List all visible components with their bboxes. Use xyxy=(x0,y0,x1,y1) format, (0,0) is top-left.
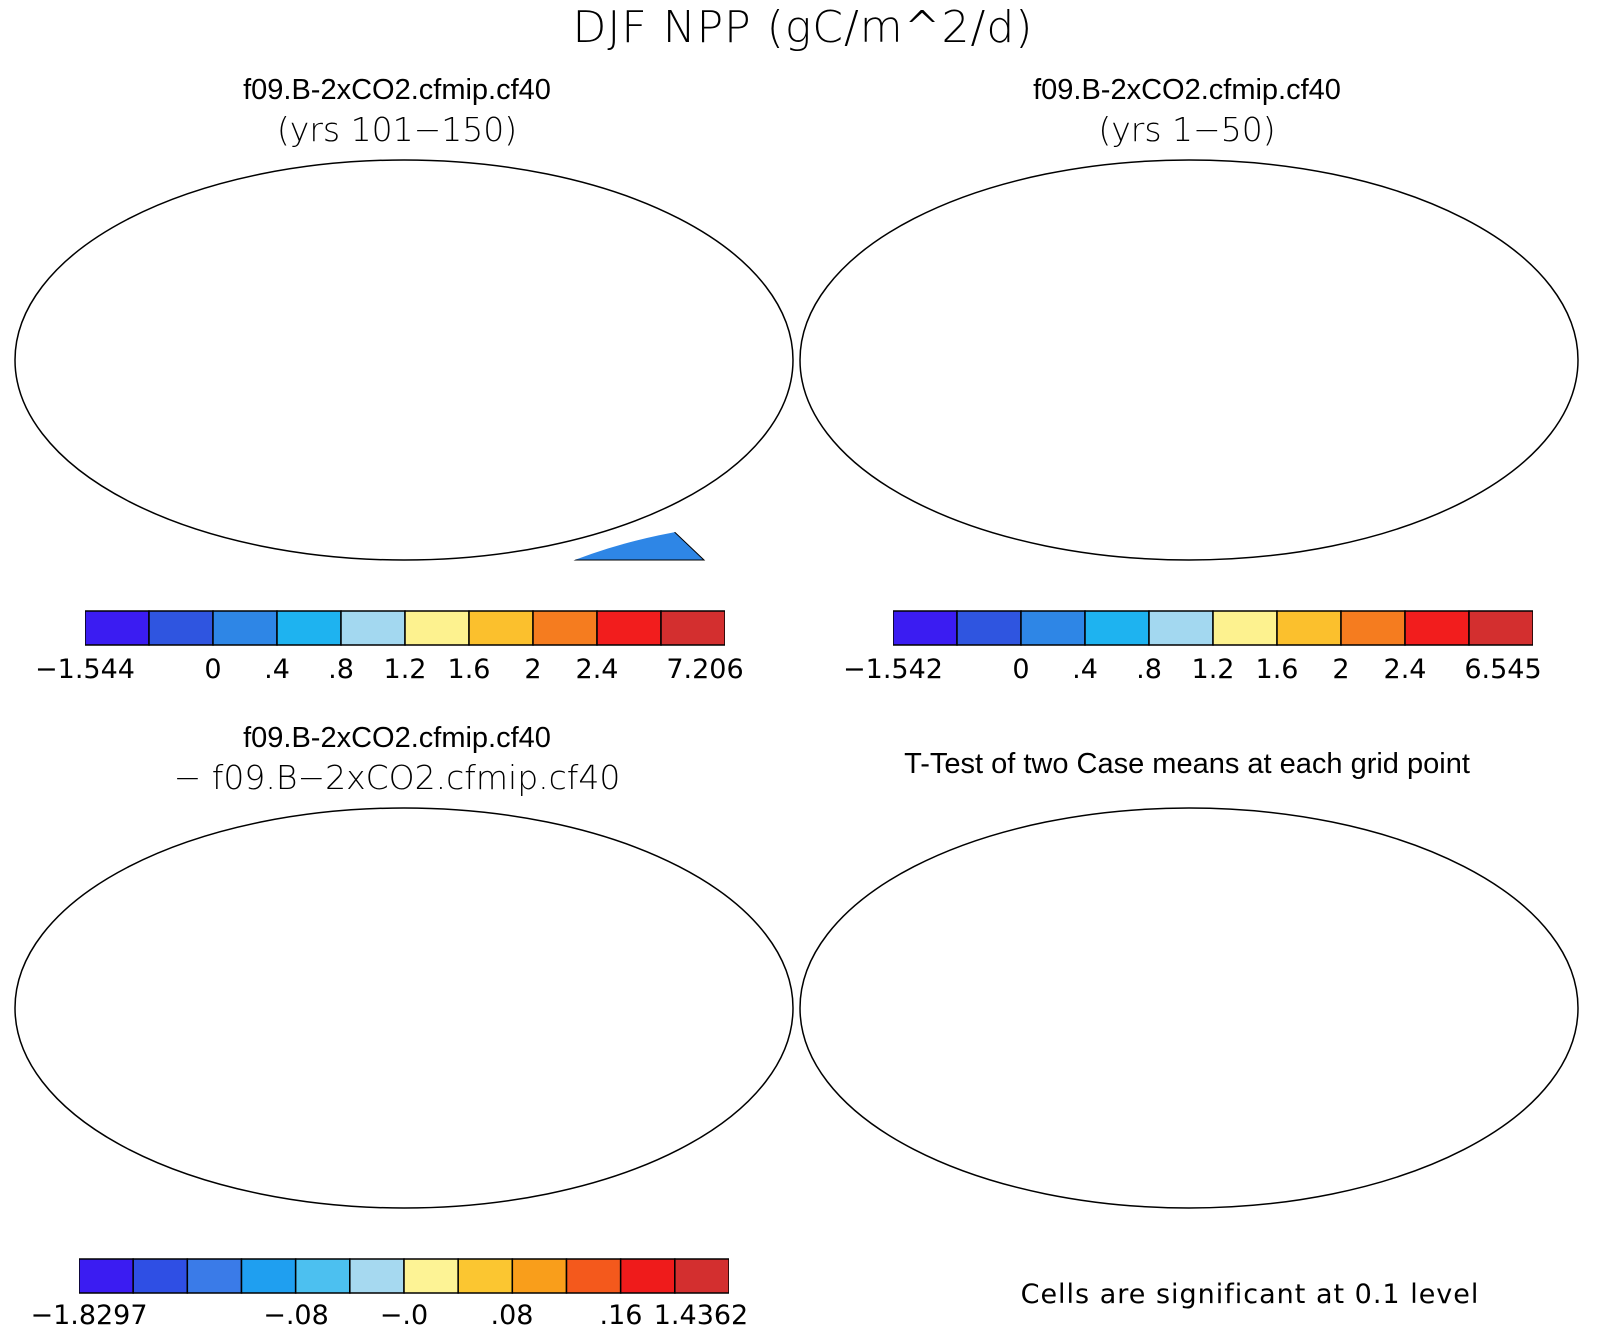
panel-3-title: f09.B-2xCO2.cfmip.cf40 xyxy=(243,722,551,754)
cb2-label: .8 xyxy=(1136,654,1162,685)
cb1-label: 1.2 xyxy=(383,654,427,685)
cb1-label: 7.206 xyxy=(666,654,744,685)
cb1-label: 1.6 xyxy=(447,654,491,685)
panel-4-title: T-Test of two Case means at each grid po… xyxy=(904,748,1470,780)
figure-title: DJF NPP (gC/m^2/d) xyxy=(572,2,1034,53)
panel-3-subtitle: − f09.B−2xCO2.cfmip.cf40 xyxy=(173,758,621,797)
colorbar-swatch xyxy=(1084,610,1150,646)
cb1-label: 2.4 xyxy=(575,654,619,685)
colorbar-swatch xyxy=(132,1258,189,1294)
cb3-label: −1.8297 xyxy=(30,1300,148,1331)
panel-1-subtitle: (yrs 101−150) xyxy=(276,110,518,149)
cb1-label: 0 xyxy=(204,654,222,685)
cb2-label: 0 xyxy=(1012,654,1030,685)
colorbar-1-labels: −1.544 0 .4 .8 1.2 1.6 2 2.4 7.206 xyxy=(35,654,744,688)
colorbar-swatch xyxy=(240,1258,297,1294)
panel-2-title: f09.B-2xCO2.cfmip.cf40 xyxy=(1033,74,1341,106)
colorbar-swatch xyxy=(276,610,342,646)
colorbar-swatch xyxy=(340,610,406,646)
colorbar-swatch xyxy=(349,1258,405,1294)
colorbar-swatch xyxy=(186,1258,243,1294)
panel-1-title: f09.B-2xCO2.cfmip.cf40 xyxy=(243,74,551,106)
cb2-label: 1.6 xyxy=(1255,654,1299,685)
colorbar-swatch xyxy=(1468,610,1534,646)
cb1-label: 2 xyxy=(524,654,542,685)
colorbar-swatch xyxy=(1276,610,1342,646)
colorbar-swatch xyxy=(78,1258,134,1294)
colorbar-3-swatches xyxy=(78,1258,730,1294)
cb2-label: −1.542 xyxy=(843,654,943,685)
colorbar-swatch xyxy=(84,610,150,646)
colorbar-2 xyxy=(892,610,1534,646)
colorbar-swatch xyxy=(596,610,662,646)
colorbar-swatch xyxy=(565,1258,622,1294)
colorbar-swatch xyxy=(457,1258,514,1294)
colorbar-swatch xyxy=(212,610,278,646)
panel-2-subtitle: (yrs 1−50) xyxy=(1098,110,1276,149)
cb3-label: .08 xyxy=(490,1300,534,1331)
significance-note: Cells are significant at 0.1 level xyxy=(1020,1279,1480,1310)
colorbar-2-labels: −1.542 0 .4 .8 1.2 1.6 2 2.4 6.545 xyxy=(843,654,1542,688)
cb3-label: −.0 xyxy=(379,1300,429,1331)
colorbar-3 xyxy=(78,1258,730,1294)
colorbar-swatch xyxy=(148,610,214,646)
map-panel-1 xyxy=(14,159,794,561)
cb3-label: 1.4362 xyxy=(653,1300,749,1331)
colorbar-swatch xyxy=(532,610,598,646)
colorbar-swatch xyxy=(892,610,958,646)
cb2-label: 1.2 xyxy=(1191,654,1235,685)
colorbar-swatch xyxy=(404,610,470,646)
colorbar-swatch xyxy=(294,1258,351,1294)
colorbar-swatch xyxy=(1148,610,1214,646)
colorbar-1 xyxy=(84,610,726,646)
colorbar-swatch xyxy=(511,1258,568,1294)
colorbar-swatch xyxy=(1340,610,1406,646)
colorbar-3-labels: −1.8297 −.08 −.0 .08 .16 1.4362 xyxy=(30,1300,748,1334)
cb2-label: 6.545 xyxy=(1464,654,1542,685)
cb3-label: .16 xyxy=(599,1300,643,1331)
cb2-label: 2.4 xyxy=(1383,654,1427,685)
colorbar-swatch xyxy=(1212,610,1278,646)
cb1-label: .8 xyxy=(328,654,354,685)
map-panel-4 xyxy=(799,807,1579,1209)
colorbar-swatch xyxy=(1020,610,1086,646)
cb2-label: 2 xyxy=(1332,654,1350,685)
cb1-label: .4 xyxy=(264,654,290,685)
map-panel-3 xyxy=(14,807,794,1209)
colorbar-swatch xyxy=(619,1258,676,1294)
colorbar-swatch xyxy=(674,1258,730,1294)
cb3-label: −.08 xyxy=(263,1300,329,1331)
colorbar-swatch xyxy=(403,1258,459,1294)
colorbar-1-swatches xyxy=(84,610,726,646)
cb1-label: −1.544 xyxy=(35,654,135,685)
colorbar-2-swatches xyxy=(892,610,1534,646)
colorbar-swatch xyxy=(660,610,726,646)
colorbar-swatch xyxy=(1404,610,1470,646)
colorbar-swatch xyxy=(468,610,534,646)
cb2-label: .4 xyxy=(1072,654,1098,685)
map-panel-2 xyxy=(799,159,1579,561)
colorbar-swatch xyxy=(956,610,1022,646)
